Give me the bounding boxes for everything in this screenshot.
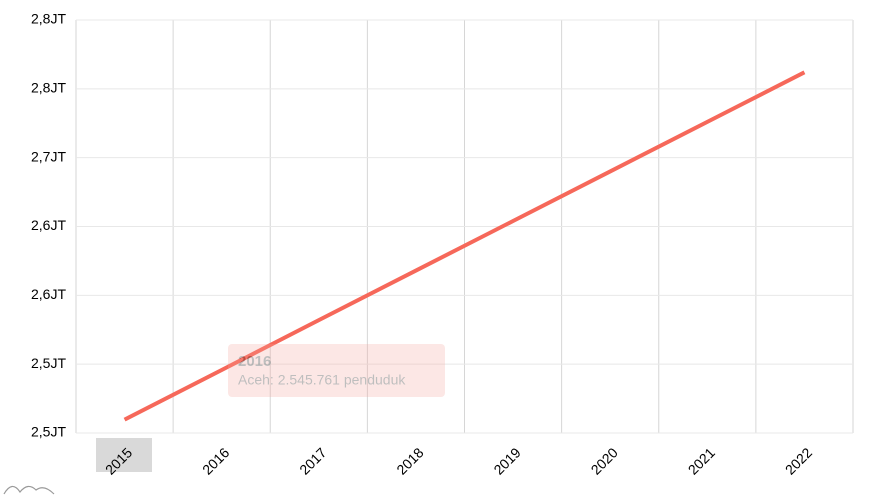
x-tick-label: 2021 — [685, 444, 718, 477]
y-tick-label: 2,8JT — [31, 11, 66, 27]
tooltip: 2016 Aceh: 2.545.761 penduduk — [228, 344, 445, 397]
tooltip-title: 2016 — [238, 353, 271, 370]
tooltip-box — [228, 344, 445, 397]
logo — [3, 485, 55, 495]
x-tick-label: 2018 — [393, 444, 426, 477]
series-line — [123, 70, 806, 422]
y-tick-label: 2,8JT — [31, 80, 66, 96]
y-tick-label: 2,6JT — [31, 286, 66, 302]
y-tick-label: 2,5JT — [31, 355, 66, 371]
y-tick-label: 2,6JT — [31, 217, 66, 233]
y-tick-label: 2,5JT — [31, 424, 66, 440]
cursor-label-box — [96, 438, 152, 472]
x-tick-label: 2022 — [782, 444, 815, 477]
x-tick-label: 2017 — [296, 444, 329, 477]
x-tick-label: 2016 — [199, 444, 232, 477]
x-tick-label: 2020 — [588, 444, 621, 477]
x-tick-label: 2019 — [490, 444, 523, 477]
y-tick-label: 2,7JT — [31, 148, 66, 164]
tooltip-text: Aceh: 2.545.761 penduduk — [238, 372, 406, 388]
